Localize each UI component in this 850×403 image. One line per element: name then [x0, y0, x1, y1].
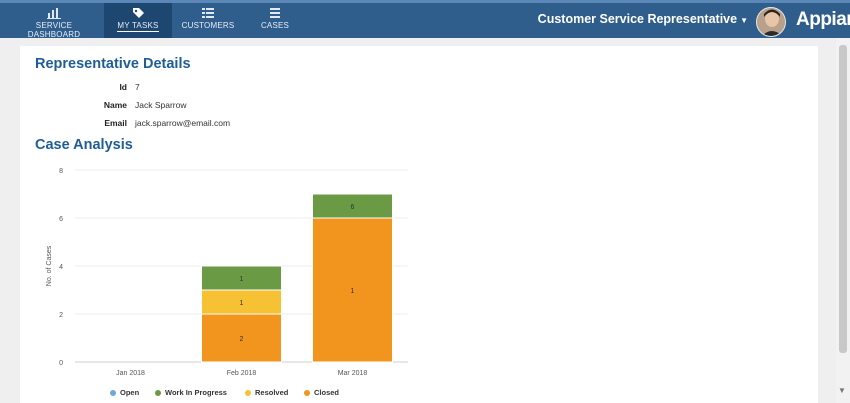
tab-label: CUSTOMERS	[181, 21, 235, 30]
x-tick-label: Jan 2018	[116, 370, 145, 377]
data-label: 2	[240, 336, 244, 343]
y-tick-label: 0	[59, 360, 63, 367]
y-tick-label: 8	[59, 168, 63, 175]
legend-item-closed[interactable]: Closed	[304, 388, 339, 397]
x-tick-label: Mar 2018	[338, 370, 368, 377]
email-value: jack.sparrow@email.com	[135, 118, 231, 128]
data-label: 6	[351, 204, 355, 211]
email-label: Email	[104, 118, 127, 128]
case-analysis-title: Case Analysis	[35, 137, 133, 153]
appian-logo: Appian	[796, 9, 850, 30]
legend-dot-resolved	[245, 390, 251, 397]
legend-label: Work In Progress	[165, 388, 227, 397]
name-label: Name	[103, 100, 127, 110]
tab-service-dashboard[interactable]: SERVICE DASHBOARD	[10, 3, 98, 39]
tab-customers[interactable]: CUSTOMERS	[178, 3, 238, 38]
y-tick-label: 2	[59, 312, 63, 319]
legend-dot-open	[110, 390, 116, 397]
scrollbar-thumb[interactable]	[839, 45, 847, 353]
legend-item-resolved[interactable]: Resolved	[245, 388, 288, 397]
legend-dot-closed	[304, 390, 310, 397]
id-value: 7	[135, 82, 140, 92]
bar-segment-work-in-progress	[201, 265, 282, 291]
name-value: Jack Sparrow	[135, 100, 187, 110]
bar-segment-resolved	[201, 289, 282, 315]
legend-label: Closed	[314, 388, 340, 397]
tab-my-tasks[interactable]: MY TASKS	[104, 3, 172, 38]
data-label: 1	[240, 276, 244, 283]
scroll-down-arrow-icon[interactable]: ▼	[838, 386, 846, 395]
legend-label: Resolved	[255, 388, 289, 397]
y-axis-label: No. of Cases	[46, 245, 53, 286]
data-label: 1	[240, 300, 244, 307]
bar-segment-work-in-progress	[312, 193, 393, 219]
user-photo-icon	[757, 8, 785, 36]
content-card	[20, 46, 818, 403]
y-tick-label: 6	[59, 216, 63, 223]
representative-details-title: Representative Details	[35, 56, 191, 72]
user-role-label: Customer Service Representative	[537, 12, 738, 26]
tab-cases[interactable]: CASES	[250, 3, 300, 38]
chevron-down-icon: ▼	[740, 16, 748, 25]
legend-dot-work-in-progress	[155, 390, 161, 397]
y-tick-label: 4	[59, 264, 63, 271]
list-icon	[202, 8, 214, 18]
legend-label: Open	[120, 388, 140, 397]
tab-label: SERVICE DASHBOARD	[27, 21, 81, 39]
tab-label: MY TASKS	[117, 21, 159, 32]
legend-item-open[interactable]: Open	[110, 388, 139, 397]
bar-segment-closed	[312, 217, 393, 363]
legend-item-work-in-progress[interactable]: Work In Progress	[155, 388, 227, 397]
stack-icon	[270, 8, 280, 18]
top-navigation-bar: SERVICE DASHBOARD MY TASKS CUSTOMERS CAS…	[0, 0, 850, 39]
bar-segment-closed	[201, 313, 282, 363]
data-label: 1	[351, 288, 355, 295]
id-label: Id	[119, 82, 127, 92]
user-role-menu[interactable]: Customer Service Representative ▼	[538, 12, 748, 26]
bar-chart-icon	[47, 8, 61, 19]
tab-label: CASES	[260, 21, 290, 30]
tag-icon	[133, 8, 144, 18]
x-tick-label: Feb 2018	[227, 370, 257, 377]
avatar[interactable]	[756, 7, 786, 37]
